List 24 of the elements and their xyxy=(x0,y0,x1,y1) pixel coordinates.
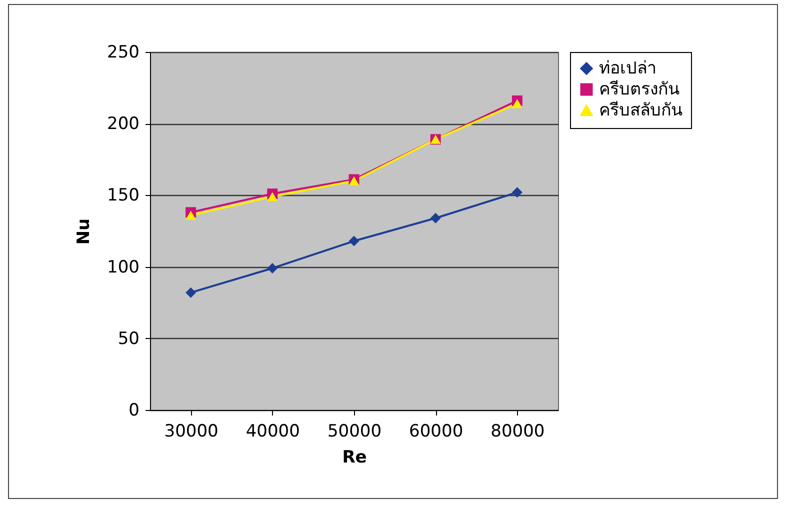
y-tick-label: 250 xyxy=(107,42,140,62)
x-tick-label: 40000 xyxy=(246,422,300,442)
point xyxy=(267,262,278,274)
y-tick-label: 150 xyxy=(107,186,140,206)
x-tick-label: 50000 xyxy=(327,422,382,442)
point xyxy=(186,210,196,220)
x-tick-label: 80000 xyxy=(490,422,545,442)
point xyxy=(430,212,441,224)
legend-label: ครีบสลับกัน xyxy=(599,100,683,120)
x-axis-title: Re xyxy=(342,448,367,468)
y-tick-label: 50 xyxy=(118,328,140,349)
x-tick-label: 60000 xyxy=(409,422,464,442)
x-tick-label: 30000 xyxy=(164,422,218,442)
y-tick-label: 200 xyxy=(107,114,140,134)
point xyxy=(186,287,196,298)
y-tick-label: 100 xyxy=(107,257,140,278)
y-tick-label: 0 xyxy=(128,400,140,420)
point xyxy=(267,192,278,202)
legend-label: ครีบตรงกัน xyxy=(599,80,680,100)
legend-label: ท่อเปล่า xyxy=(599,58,657,78)
y-axis-title: Nu xyxy=(74,218,94,245)
point xyxy=(512,187,522,198)
point xyxy=(348,236,360,246)
point xyxy=(512,99,522,108)
